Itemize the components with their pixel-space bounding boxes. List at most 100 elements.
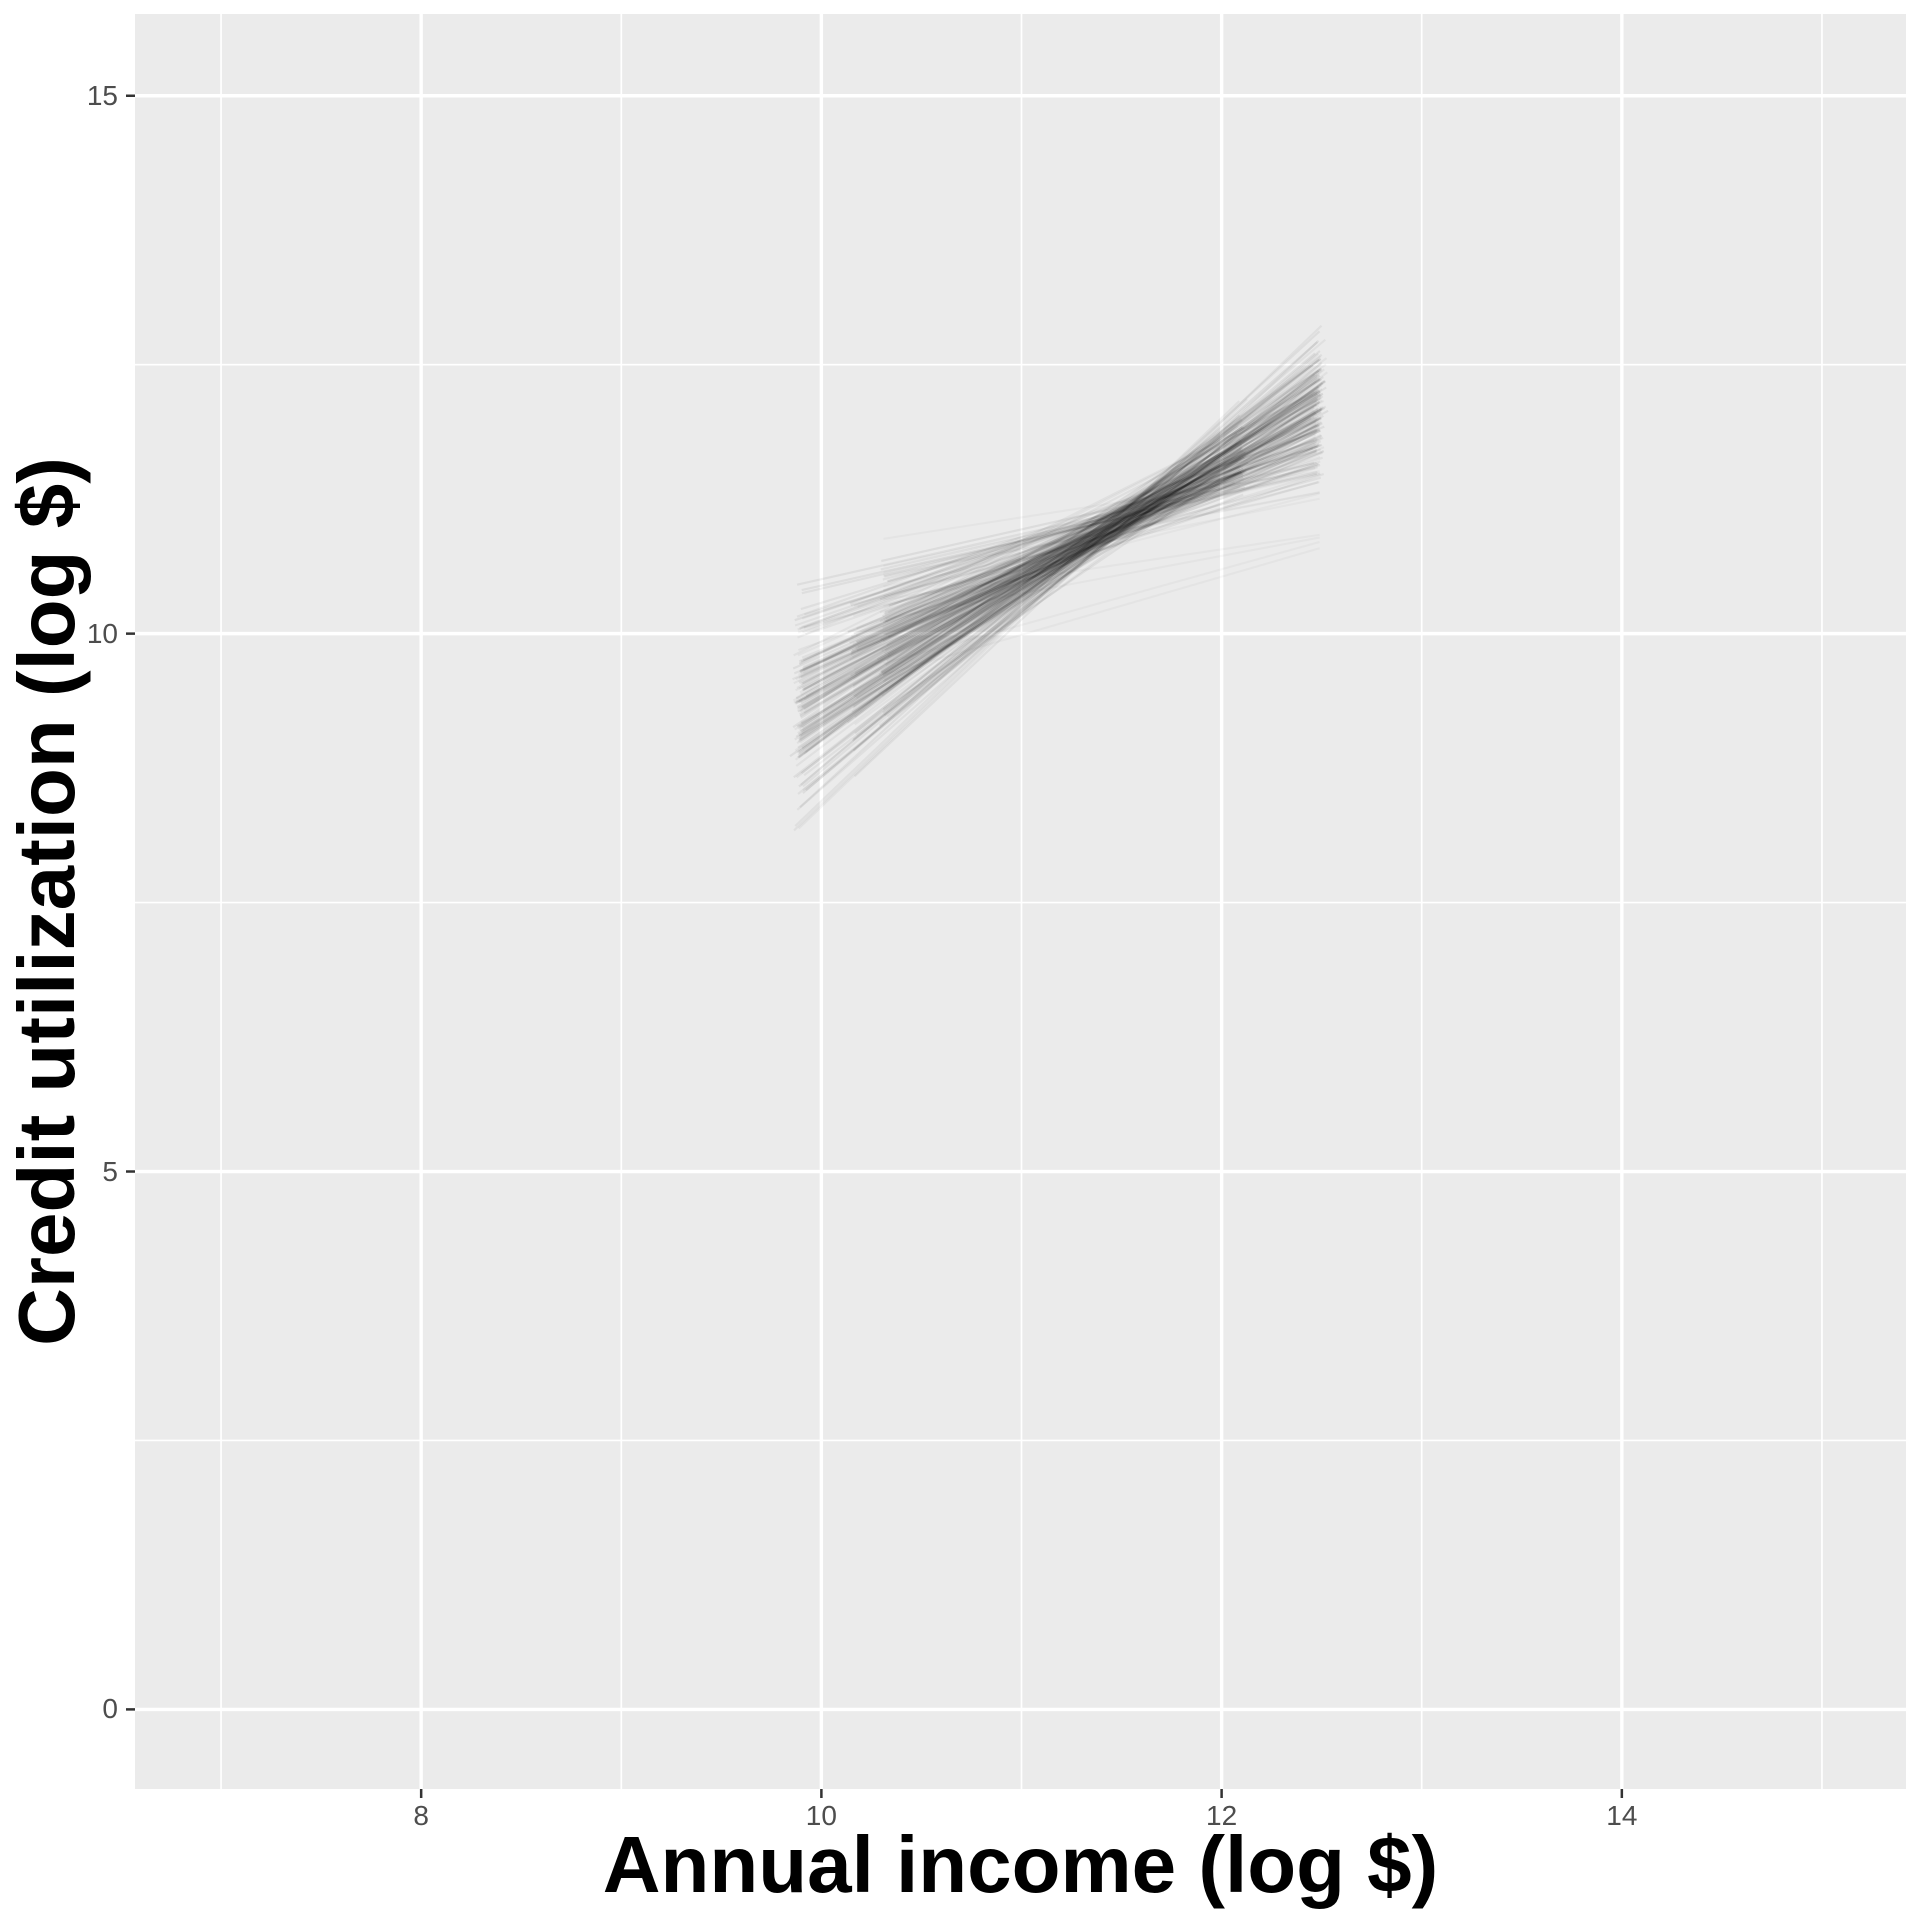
fit-line xyxy=(878,426,1243,676)
fit-line xyxy=(886,390,1321,647)
x-axis-title: Annual income (log $) xyxy=(602,1820,1439,1909)
fit-line xyxy=(881,367,1323,675)
fit-line xyxy=(884,423,1319,652)
fit-line xyxy=(798,353,1323,758)
fit-line xyxy=(801,470,1318,595)
fit-line xyxy=(879,437,1318,601)
fit-line xyxy=(799,378,1318,728)
fit-line xyxy=(882,473,1244,643)
fit-line xyxy=(799,386,1320,694)
fit-line xyxy=(850,481,1236,656)
fit-line xyxy=(884,376,1318,667)
fit-line xyxy=(798,372,1320,738)
fit-line xyxy=(794,468,1241,705)
fit-line xyxy=(879,450,1325,614)
fit-line xyxy=(793,450,1317,675)
fit-line xyxy=(794,400,1241,827)
fit-line xyxy=(800,392,1318,733)
fit-line xyxy=(885,416,1322,620)
fit-line xyxy=(882,390,1319,677)
fit-line xyxy=(802,416,1315,662)
fit-line xyxy=(856,443,1320,630)
fit-line xyxy=(799,376,1324,713)
x-tick-label: 12 xyxy=(1206,1800,1238,1831)
fit-line xyxy=(884,471,1243,623)
fit-line xyxy=(795,374,1318,738)
fit-line xyxy=(886,371,1328,718)
fit-line xyxy=(800,420,1322,737)
fit-line xyxy=(800,429,1321,704)
fit-line xyxy=(801,406,1315,685)
fit-line xyxy=(793,324,1323,832)
fit-line xyxy=(888,463,1319,607)
fit-line xyxy=(887,388,1321,614)
fit-line xyxy=(852,465,1240,645)
fit-line xyxy=(798,447,1314,685)
fit-line xyxy=(854,419,1243,675)
fit-line xyxy=(792,444,1320,681)
fit-line xyxy=(797,409,1315,713)
fit-line xyxy=(802,350,1321,794)
fit-line xyxy=(849,412,1317,644)
fit-line xyxy=(846,364,1314,724)
fit-line xyxy=(802,417,1312,691)
fit-line xyxy=(802,428,1321,670)
fit-line xyxy=(794,416,1322,741)
fit-line xyxy=(803,397,1319,710)
fit-line xyxy=(797,385,1319,743)
fit-line xyxy=(805,362,1323,791)
fit-line xyxy=(801,393,1319,708)
fit-line xyxy=(798,352,1316,788)
fit-line xyxy=(852,446,1325,659)
fit-line xyxy=(797,374,1320,759)
fit-line xyxy=(798,415,1319,665)
fit-line xyxy=(801,405,1327,734)
fit-line xyxy=(795,451,1246,703)
fit-line xyxy=(795,450,1247,700)
fit-line xyxy=(799,449,1244,716)
fit-line xyxy=(884,404,1320,675)
fit-line xyxy=(802,485,1241,675)
fit-line xyxy=(879,424,1318,623)
y-axis-title: Credit utilization (log $) xyxy=(2,457,91,1346)
fit-line xyxy=(796,468,1244,728)
fit-line xyxy=(797,380,1326,753)
fit-line xyxy=(800,406,1323,709)
fit-line xyxy=(797,446,1243,749)
fit-line xyxy=(800,378,1323,774)
fit-line xyxy=(793,389,1320,657)
fit-line xyxy=(851,426,1246,742)
y-tick-label: 5 xyxy=(102,1155,118,1187)
fit-line xyxy=(853,339,1320,778)
fit-line xyxy=(882,472,1240,636)
fit-line xyxy=(882,428,1318,629)
fit-line xyxy=(798,384,1323,736)
fit-line xyxy=(800,448,1322,611)
fit-line xyxy=(798,441,1248,665)
fit-line xyxy=(801,393,1321,749)
fit-line xyxy=(798,400,1321,737)
fit-line xyxy=(880,403,1318,674)
fit-line xyxy=(800,386,1327,719)
fit-line xyxy=(799,458,1242,740)
fit-line xyxy=(851,388,1318,713)
fit-line xyxy=(796,388,1323,745)
fit-line xyxy=(856,473,1237,652)
fit-line xyxy=(801,448,1317,659)
fit-line xyxy=(882,449,1242,683)
fit-line xyxy=(853,472,1325,635)
fit-line xyxy=(887,471,1242,583)
fit-line xyxy=(880,388,1319,641)
y-tick-label: 10 xyxy=(86,617,118,649)
fit-line xyxy=(799,396,1322,717)
fit-line xyxy=(796,380,1317,735)
fit-line xyxy=(805,456,1324,636)
fit-line xyxy=(857,460,1239,648)
fit-line xyxy=(801,409,1329,692)
fit-line xyxy=(883,450,1324,636)
fit-line xyxy=(798,378,1321,741)
fit-line xyxy=(850,390,1322,638)
fit-line xyxy=(882,381,1324,714)
fit-line xyxy=(803,439,1243,777)
